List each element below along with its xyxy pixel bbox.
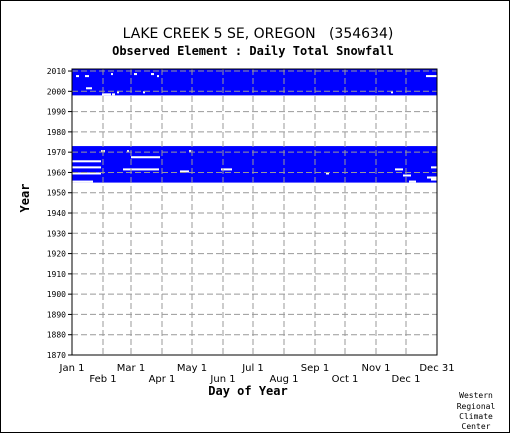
missing-data-segment xyxy=(221,168,232,171)
missing-data-segment xyxy=(86,87,92,90)
missing-data-segment xyxy=(72,180,93,183)
credit-line: Western xyxy=(459,391,493,400)
missing-data-segment xyxy=(72,172,101,175)
y-tick-label: 1900 xyxy=(47,290,66,299)
credit-line: Climate xyxy=(459,412,493,421)
missing-data-segment xyxy=(72,160,101,163)
grid-layer xyxy=(72,69,437,355)
x-tick-label: Sep 1 xyxy=(301,363,329,374)
missing-data-segment xyxy=(391,91,393,94)
y-tick-label: 1980 xyxy=(47,128,66,137)
observed-data-band xyxy=(72,146,437,183)
missing-data-segment xyxy=(127,150,129,153)
missing-data-segment xyxy=(426,75,437,78)
y-tick-label: 1870 xyxy=(47,351,66,360)
chart-subtitle: Observed Element : Daily Total Snowfall xyxy=(112,44,394,58)
x-tick-label: Nov 1 xyxy=(361,363,390,374)
x-tick-label: Mar 1 xyxy=(117,363,145,374)
missing-data-segment xyxy=(123,168,159,171)
missing-data-segment xyxy=(134,73,137,76)
missing-data-segment xyxy=(409,180,416,183)
missing-data-segment xyxy=(431,178,437,181)
y-tick-label: 1990 xyxy=(47,108,66,117)
y-tick-label: 1880 xyxy=(47,331,66,340)
missing-data-segment xyxy=(151,73,154,76)
plot-area-border xyxy=(71,68,438,356)
missing-data-segment xyxy=(157,75,159,78)
missing-data-segment xyxy=(189,150,191,153)
y-tick-label: 1910 xyxy=(47,270,66,279)
x-tick-label: Dec 31 xyxy=(419,363,454,374)
x-tick-label: Feb 1 xyxy=(89,374,116,385)
missing-data-segment xyxy=(143,91,145,94)
missing-data-segment xyxy=(117,91,119,94)
missing-data-segment xyxy=(72,166,101,169)
missing-data-segment xyxy=(85,75,89,78)
credit-line: Regional xyxy=(457,402,496,411)
missing-data-segment xyxy=(131,156,160,159)
x-tick-label: Aug 1 xyxy=(269,374,298,385)
y-tick-label: 1940 xyxy=(47,209,66,218)
missing-data-segment xyxy=(112,93,115,96)
y-tick-label: 1970 xyxy=(47,148,66,157)
y-tick-label: 2010 xyxy=(47,67,66,76)
missing-data-segment xyxy=(431,166,437,169)
x-tick-label: Dec 1 xyxy=(392,374,421,385)
axis-layer: 1870 1880 1890 1900 1910 1920 1930 1940 1950 1960… xyxy=(47,67,455,385)
y-tick-label: 1890 xyxy=(47,310,66,319)
x-tick-label: Jun 1 xyxy=(209,374,235,385)
x-tick-label: Apr 1 xyxy=(149,374,176,385)
missing-data-segment xyxy=(180,170,189,173)
chart-title: LAKE CREEK 5 SE, OREGON (354634) xyxy=(123,26,394,42)
x-tick-label: May 1 xyxy=(177,363,207,374)
x-tick-label: Jan 1 xyxy=(59,363,85,374)
x-tick-label: Jul 1 xyxy=(241,363,264,374)
credit-line: Center xyxy=(462,422,491,431)
x-tick-label: Oct 1 xyxy=(332,374,359,385)
data-layer xyxy=(72,69,437,183)
x-axis-label: Day of Year xyxy=(208,384,287,398)
missing-data-segment xyxy=(326,172,329,175)
missing-data-segment xyxy=(403,174,411,177)
missing-data-segment xyxy=(395,168,403,171)
y-tick-label: 1950 xyxy=(47,189,66,198)
credit-block: Western Regional Climate Center xyxy=(457,391,496,431)
missing-data-segment xyxy=(76,75,79,78)
missing-data-segment xyxy=(111,73,113,76)
y-tick-label: 1920 xyxy=(47,250,66,259)
missing-data-segment xyxy=(102,93,111,96)
y-axis-label: Year xyxy=(18,184,32,213)
missing-data-segment xyxy=(427,176,437,179)
y-tick-label: 1930 xyxy=(47,229,66,238)
y-tick-label: 2000 xyxy=(47,87,66,96)
y-tick-label: 1960 xyxy=(47,168,66,177)
